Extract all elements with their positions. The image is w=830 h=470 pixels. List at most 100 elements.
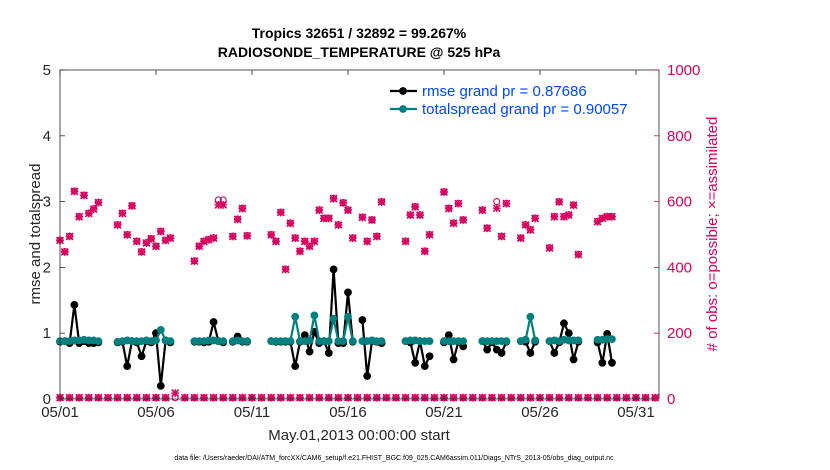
obs-zero-possible-point: [450, 394, 458, 402]
totalspread-point: [286, 337, 295, 345]
obs-assimilated-point: [238, 204, 247, 213]
obs-assimilated-point: [416, 211, 424, 220]
x-tick-label: 05/01: [41, 404, 79, 421]
obs-zero-possible-point: [210, 394, 218, 402]
obs-assimilated-point: [243, 231, 252, 240]
x-axis-label: May.01,2013 00:00:00 start: [268, 427, 450, 444]
obs-zero-possible-point: [123, 394, 131, 402]
obs-assimilated-point: [483, 224, 492, 233]
obs-assimilated-point: [440, 188, 448, 197]
obs-zero-possible-point: [162, 394, 170, 402]
obs-zero-possible-point: [133, 394, 141, 402]
obs-assimilated-point: [132, 237, 141, 246]
obs-zero-possible-point: [267, 394, 275, 402]
obs-zero-possible-point: [277, 394, 285, 402]
x-tick-label: 05/11: [234, 404, 270, 421]
obs-zero-possible-point: [200, 394, 208, 402]
obs-zero-possible-point: [75, 394, 83, 402]
obs-assimilated-point: [372, 232, 381, 241]
obs-zero-possible-point: [94, 394, 102, 402]
obs-zero-possible-point: [430, 394, 438, 402]
obs-assimilated-point: [516, 234, 525, 243]
totalspread-point: [329, 314, 338, 323]
y-tick-label-left: 4: [43, 128, 51, 145]
obs-assimilated-point: [425, 230, 434, 239]
obs-zero-possible-point: [488, 394, 496, 402]
obs-assimilated-point: [478, 206, 487, 215]
rmse-line: [117, 329, 171, 386]
obs-zero-possible-point: [392, 394, 400, 402]
obs-assimilated-point: [276, 208, 285, 217]
obs-assimilated-point: [233, 215, 242, 224]
obs-assimilated-point: [344, 206, 352, 215]
obs-assimilated-point: [497, 232, 506, 241]
obs-zero-possible-point: [315, 394, 323, 402]
obs-assimilated-point: [166, 234, 175, 243]
obs-assimilated-point: [147, 234, 156, 243]
obs-assimilated-point: [420, 247, 429, 256]
totalspread-point: [94, 337, 103, 345]
totalspread-point: [502, 337, 511, 345]
obs-assimilated-point: [593, 217, 602, 226]
obs-assimilated-point: [358, 213, 367, 222]
obs-zero-possible-point: [85, 394, 93, 402]
obs-assimilated-point: [219, 200, 228, 209]
obs-assimilated-point: [444, 204, 453, 213]
y-tick-label-left: 0: [43, 391, 51, 408]
obs-zero-possible-point: [584, 394, 592, 402]
totalspread-point: [377, 337, 386, 345]
y-tick-label-right: 200: [667, 325, 692, 342]
obs-assimilated-point: [272, 237, 280, 246]
totalspread-point: [526, 312, 535, 321]
rmse-point: [608, 358, 616, 367]
obs-zero-possible-point: [651, 394, 659, 402]
obs-zero-possible-point: [229, 394, 237, 402]
obs-zero-possible-point: [622, 394, 630, 402]
legend-marker-0: [399, 87, 407, 95]
obs-zero-possible-point: [421, 394, 429, 402]
obs-assimilated-point: [401, 237, 410, 246]
obs-zero-possible-point: [517, 394, 525, 402]
y-tick-label-right: 400: [667, 259, 692, 276]
obs-zero-possible-point: [354, 394, 362, 402]
legend-marker-1: [399, 105, 407, 113]
obs-assimilated-point: [377, 197, 386, 206]
obs-assimilated-point: [492, 204, 501, 213]
obs-zero-possible-point: [373, 394, 381, 402]
obs-zero-possible-point: [334, 394, 342, 402]
obs-zero-possible-point: [594, 394, 602, 402]
rmse-point: [569, 355, 578, 364]
obs-zero-possible-point: [286, 394, 294, 402]
obs-zero-possible-point: [142, 394, 150, 402]
chart-title-line1: Tropics 32651 / 32892 = 99.267%: [252, 25, 467, 41]
obs-assimilated-point: [569, 201, 578, 210]
rmse-point: [598, 358, 607, 367]
x-tick-label: 05/26: [521, 404, 559, 421]
obs-assimilated-point: [315, 206, 324, 215]
rmse-point: [291, 362, 300, 371]
obs-zero-possible-point: [258, 394, 266, 402]
obs-assimilated-point: [411, 202, 420, 211]
obs-zero-possible-point: [402, 394, 410, 402]
obs-assimilated-point: [454, 199, 463, 208]
y-axis-label-left: rmse and totalspread: [27, 164, 44, 305]
totalspread-point: [531, 336, 540, 345]
rmse-point: [305, 347, 314, 356]
rmse-point: [324, 349, 333, 357]
totalspread-point: [152, 336, 160, 345]
legend-label-0: rmse grand pr = 0.87686: [422, 83, 587, 100]
obs-zero-possible-point: [181, 394, 189, 402]
obs-assimilated-point: [65, 232, 74, 241]
obs-zero-possible-point: [507, 394, 515, 402]
obs-assimilated-point: [564, 211, 573, 220]
totalspread-point: [166, 337, 175, 345]
obs-assimilated-point: [113, 220, 122, 229]
y-tick-label-left: 1: [43, 325, 51, 342]
x-tick-label: 05/21: [425, 404, 463, 421]
plot-area: [56, 187, 660, 402]
plot-frame: [59, 69, 660, 400]
rmse-point: [425, 352, 434, 361]
obs-zero-possible-point: [565, 394, 573, 402]
x-tick-label: 05/06: [137, 404, 175, 421]
